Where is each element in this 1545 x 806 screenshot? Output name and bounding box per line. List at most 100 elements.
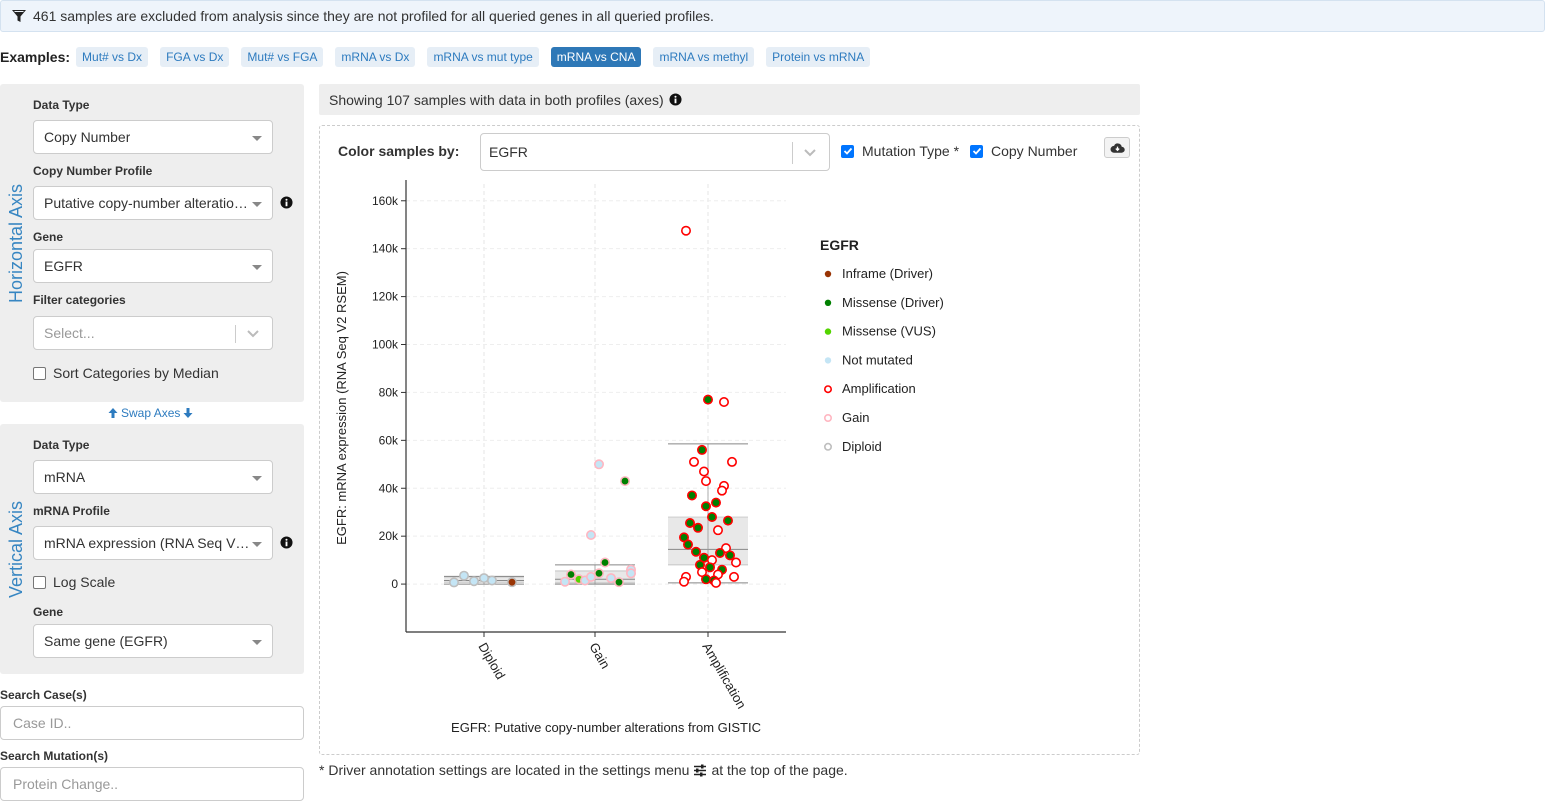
arrow-down-icon bbox=[183, 408, 193, 418]
y-tick-label-3: 60k bbox=[379, 433, 399, 447]
y-tick-label-6: 120k bbox=[372, 290, 399, 304]
banner-text: 461 samples are excluded from analysis s… bbox=[33, 8, 714, 24]
example-mrna-vs-methyl[interactable]: mRNA vs methyl bbox=[653, 47, 755, 67]
checkbox-box[interactable] bbox=[33, 575, 46, 589]
download-button[interactable] bbox=[1104, 137, 1130, 158]
data-point-23 bbox=[696, 444, 707, 455]
y-tick-label-5: 100k bbox=[372, 338, 399, 352]
examples-label: Examples: bbox=[0, 49, 71, 65]
v-profile-select[interactable]: mRNA expression (RNA Seq V2 RSEM) bbox=[33, 526, 273, 560]
swap-axes-link[interactable]: Swap Axes bbox=[108, 406, 193, 420]
h-profile-select[interactable]: Putative copy-number alterations from GI… bbox=[33, 186, 273, 220]
search-mutations-placeholder: Protein Change.. bbox=[13, 776, 119, 792]
color-by-label: Color samples by: bbox=[338, 143, 460, 159]
x-axis-label: EGFR: Putative copy-number alterations f… bbox=[451, 720, 761, 735]
data-point-37 bbox=[712, 525, 723, 536]
data-point-18 bbox=[585, 571, 596, 582]
x-tick-label-2: Amplification bbox=[699, 640, 749, 711]
caret-down-icon bbox=[252, 476, 262, 481]
copy-number-checkbox[interactable]: Copy Number bbox=[970, 143, 1077, 159]
data-point-30 bbox=[686, 490, 697, 501]
data-point-1 bbox=[459, 570, 470, 581]
data-point-56 bbox=[678, 576, 689, 587]
x-tick-label-0: Diploid bbox=[475, 640, 508, 682]
example-mrna-vs-dx[interactable]: mRNA vs Dx bbox=[335, 47, 416, 67]
h-data-type-select[interactable]: Copy Number bbox=[33, 120, 273, 154]
legend-title: EGFR bbox=[820, 237, 859, 253]
search-cases-input[interactable]: Case ID.. bbox=[0, 706, 304, 740]
log-scale-checkbox[interactable]: Log Scale bbox=[33, 574, 115, 590]
v-gene-select[interactable]: Same gene (EGFR) bbox=[33, 624, 273, 658]
info-icon[interactable] bbox=[280, 536, 293, 549]
info-icon[interactable] bbox=[280, 196, 293, 209]
data-point-4 bbox=[487, 575, 498, 586]
legend-marker-3 bbox=[824, 357, 832, 364]
caret-down-icon bbox=[252, 640, 262, 645]
data-point-2 bbox=[469, 576, 480, 587]
checkbox-box[interactable] bbox=[33, 366, 46, 380]
data-point-7 bbox=[619, 476, 630, 487]
data-point-0 bbox=[449, 577, 460, 588]
data-point-14 bbox=[613, 577, 624, 588]
chevron-down-icon bbox=[804, 149, 816, 157]
data-point-39 bbox=[682, 539, 693, 550]
example-mut-vs-dx[interactable]: Mut# vs Dx bbox=[76, 47, 149, 67]
example-mrna-vs-cna[interactable]: mRNA vs CNA bbox=[550, 47, 642, 67]
data-point-20 bbox=[680, 225, 691, 236]
example-mrna-vs-mut-type[interactable]: mRNA vs mut type bbox=[427, 47, 539, 67]
v-gene-label: Gene bbox=[33, 605, 64, 619]
vertical-axis-title: Vertical Axis bbox=[6, 500, 26, 598]
sort-by-median-label: Sort Categories by Median bbox=[53, 365, 219, 381]
search-mutations-input[interactable]: Protein Change.. bbox=[0, 767, 304, 801]
info-icon[interactable] bbox=[669, 93, 682, 106]
example-protein-vs-mrna[interactable]: Protein vs mRNA bbox=[766, 47, 871, 67]
log-scale-label: Log Scale bbox=[53, 574, 116, 590]
check-icon bbox=[843, 147, 852, 155]
data-point-26 bbox=[698, 466, 709, 477]
data-point-6 bbox=[593, 459, 604, 470]
copy-number-label: Copy Number bbox=[991, 143, 1078, 159]
caret-down-icon bbox=[252, 542, 262, 547]
legend-marker-5 bbox=[823, 413, 832, 422]
color-by-select[interactable]: EGFR bbox=[480, 133, 830, 171]
samples-count-text: Showing 107 samples with data in both pr… bbox=[329, 91, 664, 108]
caret-down-icon bbox=[252, 265, 262, 270]
search-cases-label: Search Case(s) bbox=[0, 688, 87, 702]
y-tick-label-7: 140k bbox=[372, 242, 399, 256]
data-point-36 bbox=[692, 522, 703, 533]
legend-label-1: Missense (Driver) bbox=[842, 295, 944, 310]
cloud-download-icon bbox=[1110, 142, 1125, 153]
sort-by-median-checkbox[interactable]: Sort Categories by Median bbox=[33, 365, 219, 381]
example-fga-vs-dx[interactable]: FGA vs Dx bbox=[160, 47, 230, 67]
v-data-type-select[interactable]: mRNA bbox=[33, 460, 273, 494]
h-filter-select[interactable]: Select... bbox=[33, 316, 273, 350]
select-separator bbox=[792, 142, 793, 164]
color-by-value: EGFR bbox=[489, 144, 528, 160]
filter-icon bbox=[12, 10, 26, 22]
mutation-type-checkbox[interactable]: Mutation Type * bbox=[841, 143, 959, 159]
checkbox-checked[interactable] bbox=[970, 144, 983, 158]
data-point-33 bbox=[706, 512, 717, 523]
data-point-17 bbox=[605, 573, 616, 584]
legend-marker-0 bbox=[824, 270, 832, 278]
y-tick-label-8: 160k bbox=[372, 194, 399, 208]
v-data-type-value: mRNA bbox=[44, 469, 86, 485]
box-scatter-plot: 0 20k 40k 60k 80k 100k 120k 140k 160k Diploid Gain… bbox=[334, 180, 944, 735]
h-data-type-label: Data Type bbox=[33, 98, 90, 112]
search-cases-placeholder: Case ID.. bbox=[13, 715, 72, 731]
h-profile-value: Putative copy-number alterations from GI… bbox=[44, 195, 252, 211]
data-point-5 bbox=[507, 577, 518, 588]
h-gene-select[interactable]: EGFR bbox=[33, 249, 273, 283]
data-point-8 bbox=[585, 529, 596, 540]
data-point-48 bbox=[704, 562, 715, 573]
checkbox-checked[interactable] bbox=[841, 144, 854, 158]
check-icon bbox=[972, 147, 981, 155]
swap-axes-label: Swap Axes bbox=[121, 406, 181, 420]
legend-marker-4 bbox=[823, 385, 832, 394]
data-point-3 bbox=[479, 573, 490, 584]
footnote-text-after: at the top of the page. bbox=[711, 762, 848, 778]
example-mut-vs-fga[interactable]: Mut# vs FGA bbox=[241, 47, 324, 67]
data-point-54 bbox=[700, 574, 711, 585]
sliders-icon bbox=[694, 764, 707, 776]
y-axis-label: EGFR: mRNA expression (RNA Seq V2 RSEM) bbox=[334, 271, 349, 545]
